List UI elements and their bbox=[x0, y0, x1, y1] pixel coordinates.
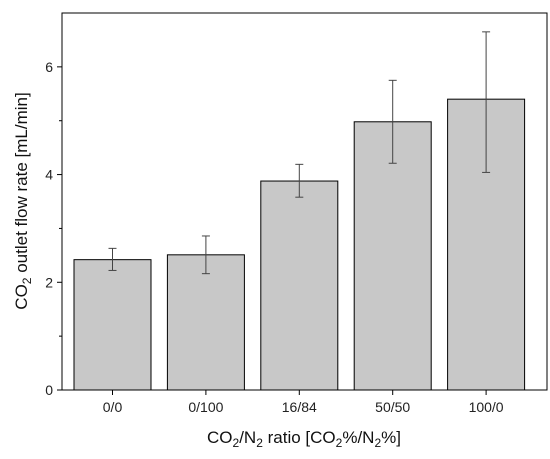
bar-0 bbox=[73, 259, 152, 391]
error-bar-4 bbox=[482, 31, 491, 173]
bars-group bbox=[73, 98, 526, 391]
error-bar-0 bbox=[108, 247, 117, 271]
x-tick-label-4: 100/0 bbox=[469, 399, 504, 415]
y-tick-label-0: 0 bbox=[45, 382, 53, 398]
x-tick-label-2: 16/84 bbox=[282, 399, 317, 415]
y-axis-ticks: 0 2 4 6 bbox=[45, 59, 62, 398]
x-tick-label-0: 0/0 bbox=[103, 399, 123, 415]
x-axis-ticks: 0/0 0/100 16/84 50/50 100/0 bbox=[103, 390, 504, 415]
error-bar-1 bbox=[201, 235, 210, 275]
y-axis-label: CO2 outlet flow rate [mL/min] bbox=[12, 92, 34, 309]
error-bar-2 bbox=[295, 163, 304, 198]
y-tick-label-1: 2 bbox=[45, 274, 53, 290]
y-tick-label-2: 4 bbox=[45, 167, 53, 183]
y-tick-label-3: 6 bbox=[45, 59, 53, 75]
error-bars-group bbox=[108, 31, 491, 275]
x-tick-label-1: 0/100 bbox=[188, 399, 223, 415]
error-bar-3 bbox=[388, 79, 397, 164]
bar-1 bbox=[166, 254, 245, 391]
bar-2 bbox=[260, 180, 339, 391]
x-tick-label-3: 50/50 bbox=[375, 399, 410, 415]
x-axis-label: CO2/N2 ratio [CO2%/N2%] bbox=[207, 428, 401, 450]
